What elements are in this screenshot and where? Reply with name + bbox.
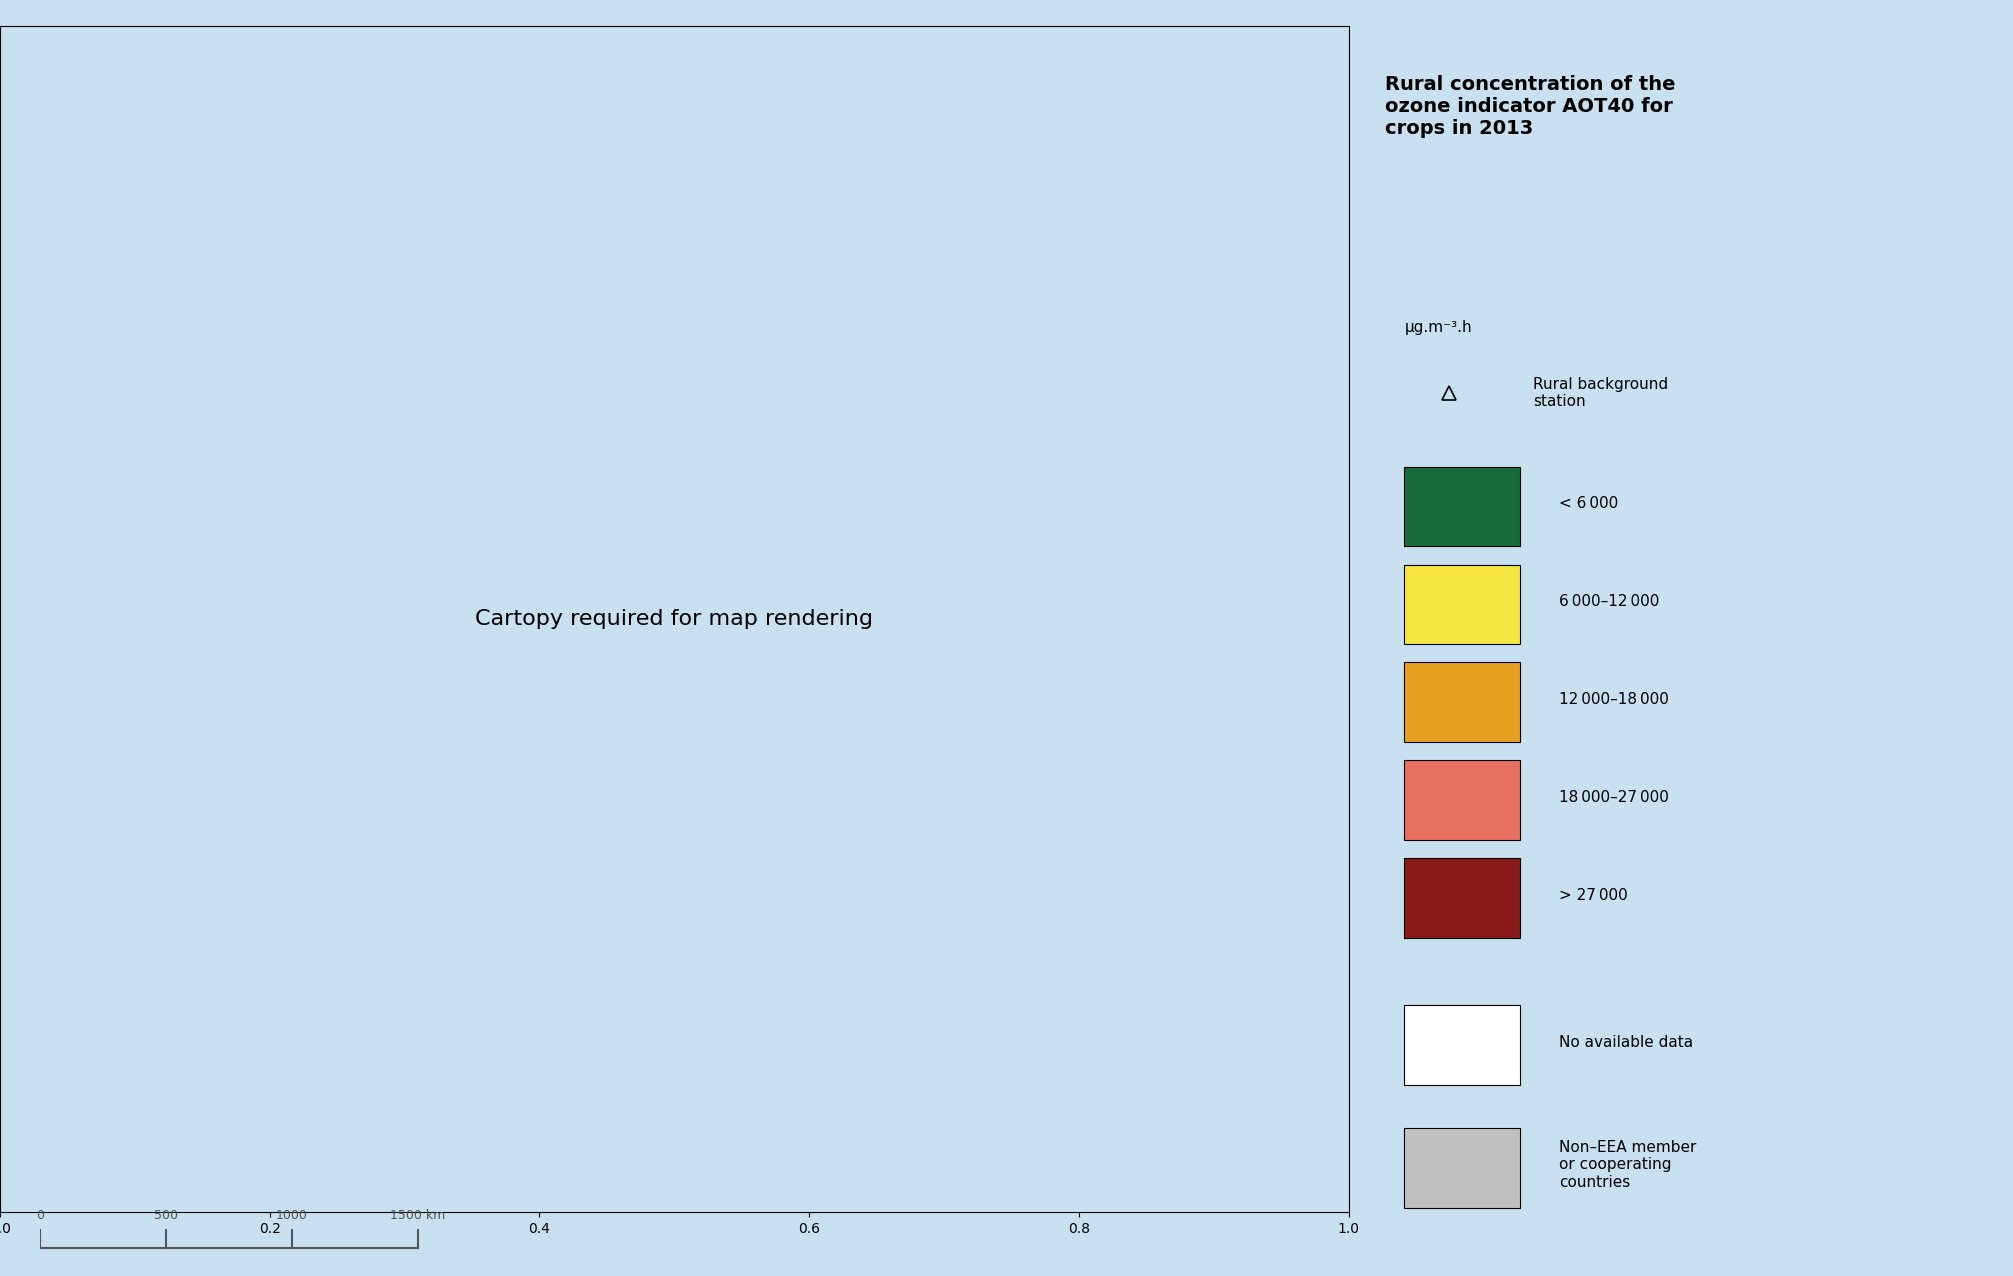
Text: No available data: No available data xyxy=(1558,1035,1693,1050)
Text: 6 000–12 000: 6 000–12 000 xyxy=(1558,593,1659,609)
Text: Non–EEA member
or cooperating
countries: Non–EEA member or cooperating countries xyxy=(1558,1139,1697,1189)
FancyBboxPatch shape xyxy=(1405,1005,1520,1085)
FancyBboxPatch shape xyxy=(1405,760,1520,840)
Text: Cartopy required for map rendering: Cartopy required for map rendering xyxy=(475,609,874,629)
FancyBboxPatch shape xyxy=(1405,467,1520,546)
Text: Rural concentration of the
ozone indicator AOT40 for
crops in 2013: Rural concentration of the ozone indicat… xyxy=(1385,74,1675,138)
Text: 1000: 1000 xyxy=(276,1210,308,1222)
Text: 0: 0 xyxy=(36,1210,44,1222)
Text: 500: 500 xyxy=(155,1210,177,1222)
FancyBboxPatch shape xyxy=(1405,1128,1520,1207)
Text: Rural background
station: Rural background station xyxy=(1534,376,1669,410)
Text: µg.m⁻³.h: µg.m⁻³.h xyxy=(1405,319,1472,334)
FancyBboxPatch shape xyxy=(1405,859,1520,938)
FancyBboxPatch shape xyxy=(1405,564,1520,644)
Text: 12 000–18 000: 12 000–18 000 xyxy=(1558,692,1669,707)
Text: < 6 000: < 6 000 xyxy=(1558,496,1618,510)
Text: > 27 000: > 27 000 xyxy=(1558,888,1629,902)
FancyBboxPatch shape xyxy=(1405,662,1520,743)
Text: 1500 km: 1500 km xyxy=(391,1210,445,1222)
Text: 18 000–27 000: 18 000–27 000 xyxy=(1558,790,1669,805)
